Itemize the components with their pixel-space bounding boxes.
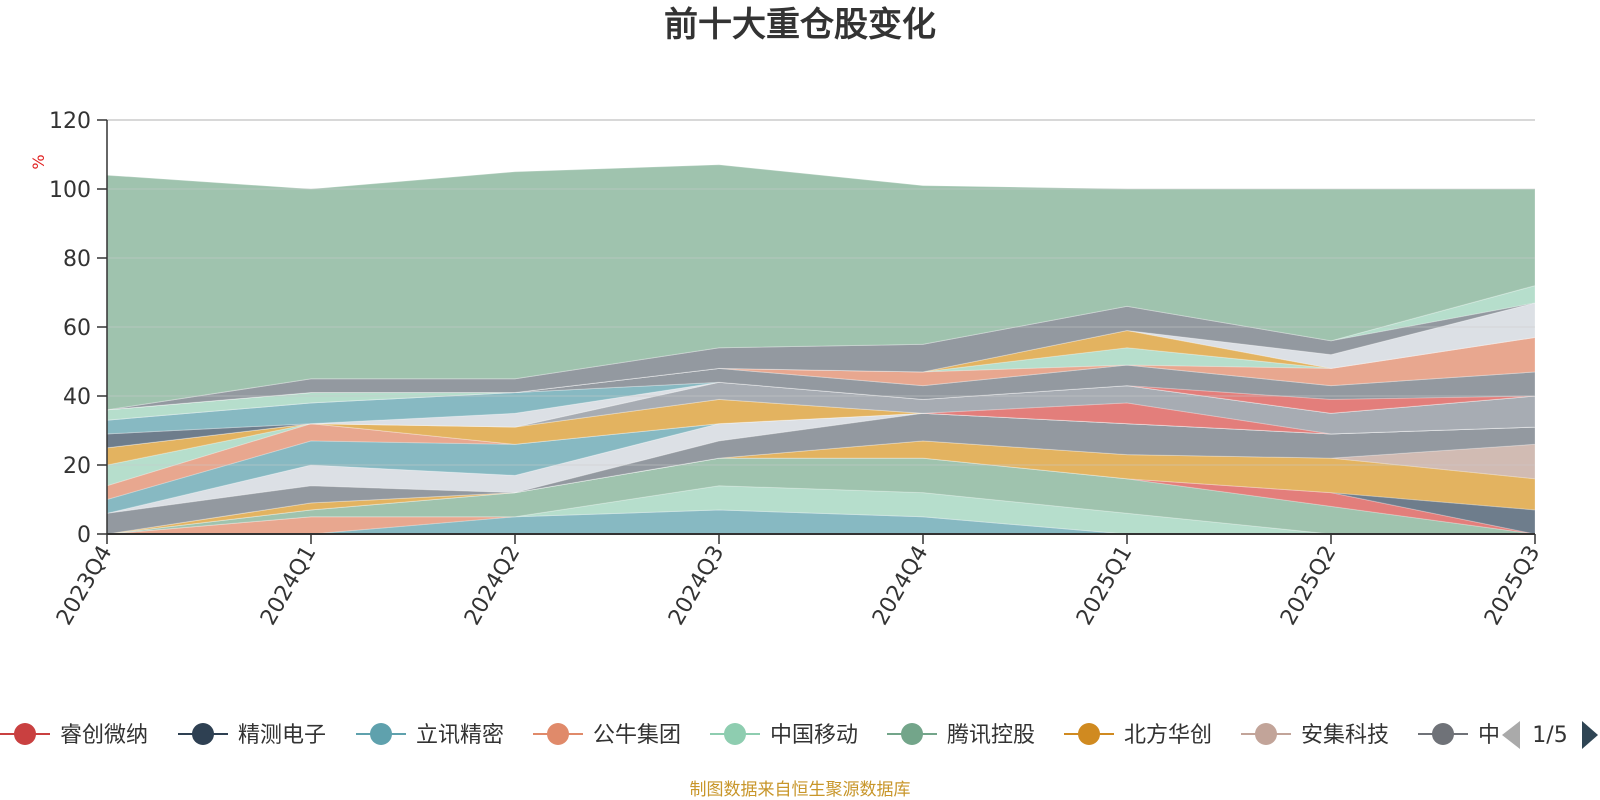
legend-label: 中: [1478, 723, 1500, 748]
legend-item[interactable]: 安集科技: [1241, 723, 1389, 748]
area-series-28[interactable]: [106, 164, 1536, 411]
y-tick-label: 100: [49, 178, 91, 203]
legend-label: 立讯精密: [416, 723, 504, 748]
legend-marker: [14, 723, 36, 745]
legend-label: 精测电子: [238, 723, 326, 748]
legend-item[interactable]: 中: [1418, 723, 1500, 748]
legend-marker: [547, 723, 569, 745]
legend-marker: [1432, 723, 1454, 745]
legend-page-indicator: 1/5: [1532, 723, 1567, 748]
legend-marker: [1078, 723, 1100, 745]
x-tick-label: 2024Q2: [460, 542, 525, 630]
x-tick-label: 2023Q4: [52, 542, 117, 630]
y-tick-label: 60: [63, 316, 91, 341]
area-series-11[interactable]: [106, 412, 1536, 501]
legend: 睿创微纳 精测电子 立讯精密 公牛集团 中国移动 腾讯控股 北方华创 安集科技 中: [0, 723, 1500, 748]
legend-item[interactable]: 北方华创: [1064, 723, 1212, 748]
legend-marker: [192, 723, 214, 745]
x-tick-label: 2025Q2: [1276, 542, 1341, 630]
legend-label: 睿创微纳: [60, 723, 148, 748]
x-tick-label: 2025Q1: [1072, 542, 1137, 630]
legend-label: 腾讯控股: [947, 723, 1035, 748]
legend-marker: [724, 723, 746, 745]
data-source-note: 制图数据来自恒生聚源数据库: [690, 780, 911, 800]
y-axis-label: %: [29, 154, 48, 169]
legend-marker: [901, 723, 923, 745]
legend-item[interactable]: 中国移动: [710, 723, 858, 748]
area-series-10[interactable]: [106, 412, 1536, 514]
legend-item[interactable]: 公牛集团: [533, 723, 681, 748]
x-tick-label: 2024Q4: [868, 542, 933, 630]
y-tick-label: 120: [49, 109, 91, 134]
area-series-12[interactable]: [106, 412, 1536, 487]
grid-lines: 0 20 40 60 80 100 120: [49, 109, 1535, 548]
chevron-left-icon[interactable]: [1502, 721, 1520, 749]
chevron-right-icon[interactable]: [1582, 721, 1598, 749]
legend-item[interactable]: 睿创微纳: [0, 723, 148, 748]
x-tick-label: 2025Q3: [1480, 542, 1545, 630]
area-series-20[interactable]: [106, 364, 1536, 421]
y-tick-label: 80: [63, 247, 91, 272]
legend-marker: [1255, 723, 1277, 745]
x-tick-label: 2024Q3: [664, 542, 729, 630]
legend-pager: 1/5: [1502, 721, 1598, 749]
legend-marker: [370, 723, 392, 745]
y-tick-label: 20: [63, 454, 91, 479]
area-series-22[interactable]: [106, 336, 1536, 411]
legend-label: 中国移动: [770, 723, 858, 748]
legend-item[interactable]: 腾讯控股: [887, 723, 1035, 748]
area-series-1[interactable]: [106, 509, 1535, 535]
y-tick-label: 0: [77, 523, 91, 548]
legend-label: 北方华创: [1124, 723, 1212, 748]
legend-label: 安集科技: [1301, 723, 1389, 748]
y-tick-label: 40: [63, 385, 91, 410]
area-series-13[interactable]: [106, 398, 1536, 466]
legend-item[interactable]: 精测电子: [178, 723, 326, 748]
legend-label: 公牛集团: [593, 723, 681, 748]
area-series-25[interactable]: [106, 302, 1536, 411]
plot-areas: [106, 164, 1536, 535]
chart-title: 前十大重仓股变化: [664, 5, 936, 45]
legend-item[interactable]: 立讯精密: [356, 723, 504, 748]
x-tick-label: 2024Q1: [256, 542, 321, 630]
